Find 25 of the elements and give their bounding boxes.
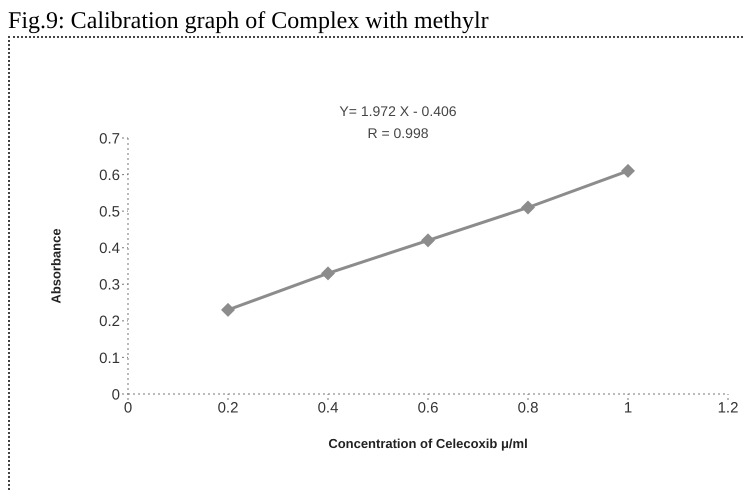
annotation: R = 0.998 [366,124,430,143]
x-tick-label: 1 [624,400,632,417]
x-tick-label: 0.2 [218,400,238,417]
point [421,233,435,248]
x-tick-label: 0 [124,400,132,417]
y-tick-label: 0.6 [99,166,120,184]
x-tick-label: 0.4 [318,400,338,417]
point [221,302,235,317]
y-tick-label: 0.3 [99,276,120,294]
y-tick-label: 0 [112,386,120,404]
y-tick-label: 0.7 [99,130,120,148]
y-tick-label: 0.4 [99,240,120,258]
y-tick-label: 0.2 [99,313,120,330]
y-axis-title: Absorbance [48,228,64,304]
x-axis-title: Concentration of Celecoxib μ/ml [328,436,528,451]
chart-title: Fig.9: Calibration graph of Complex with methylr [8,8,490,34]
x-tick-label: 1.2 [718,400,738,417]
y-tick-label: 0.1 [99,350,120,367]
point [521,200,535,214]
point [621,164,635,178]
text: Y= 1.972 X - 0.406 [338,102,458,121]
x-tick-label: 0.8 [518,400,538,417]
point [321,266,335,280]
x-tick-label: 0.6 [418,400,438,417]
y-tick-label: 0.5 [99,203,120,220]
